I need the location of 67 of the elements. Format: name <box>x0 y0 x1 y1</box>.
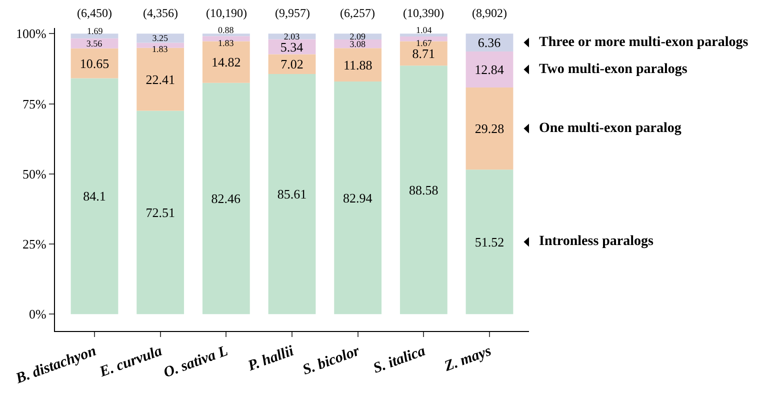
bar <box>70 48 118 78</box>
x-tick-label: Z. mays <box>442 343 494 376</box>
y-tick-label: 50% <box>22 166 47 182</box>
annotation: (6,257) <box>340 6 375 20</box>
bar <box>70 78 118 314</box>
annotation: (10,390) <box>403 6 444 20</box>
series-label: Two multi-exon paralogs <box>539 62 688 77</box>
annotation: (6,450) <box>77 6 112 20</box>
data-label: 72.51 <box>146 204 175 220</box>
bar <box>202 36 250 42</box>
data-label: 29.28 <box>474 121 504 136</box>
data-label: 84.1 <box>83 188 106 204</box>
x-tick-label: S. italica <box>371 343 428 377</box>
bar <box>334 81 382 314</box>
data-label: 8.71 <box>412 46 436 61</box>
series-label: Intronless paralogs <box>539 234 654 249</box>
data-label: 11.88 <box>343 57 372 72</box>
data-label: 5.34 <box>280 39 304 54</box>
x-tick-label: P. hallii <box>246 342 297 374</box>
series-label: Three or more multi-exon paralogs <box>539 35 749 50</box>
bar <box>136 110 184 314</box>
y-tick-label: 0% <box>29 306 47 322</box>
x-tick-label: S. bicolor <box>300 343 362 379</box>
y-tick-label: 75% <box>22 96 47 112</box>
bar <box>466 170 514 314</box>
annotation: (8,902) <box>472 6 507 20</box>
data-label: 22.41 <box>146 72 175 87</box>
data-label: 82.94 <box>342 190 373 206</box>
data-label: 3.56 <box>86 38 103 48</box>
data-label: 1.83 <box>152 44 168 54</box>
bar <box>202 41 250 83</box>
bar <box>202 34 250 36</box>
bar <box>466 51 514 88</box>
bar <box>268 74 316 314</box>
series-label: One multi-exon paralog <box>539 121 682 136</box>
bar <box>400 66 448 314</box>
data-label: 88.58 <box>409 182 438 198</box>
data-label: 12.84 <box>474 62 504 77</box>
bar <box>202 82 250 314</box>
data-label: 3.25 <box>152 33 168 44</box>
data-label: 1.69 <box>87 26 104 36</box>
data-label: 85.61 <box>277 186 307 202</box>
data-label: 1.67 <box>416 38 432 48</box>
bar <box>334 48 382 82</box>
y-tick-label: 25% <box>22 236 47 252</box>
data-label: 6.36 <box>478 35 502 50</box>
bar <box>136 48 184 111</box>
data-label: 1.83 <box>218 38 234 48</box>
data-label: 10.65 <box>80 56 110 71</box>
data-label: 14.82 <box>212 54 241 70</box>
bar <box>70 34 118 38</box>
bar <box>400 41 448 66</box>
annotation: (4,356) <box>143 6 178 20</box>
annotation: (9,957) <box>275 6 310 20</box>
bar <box>400 34 448 37</box>
bar <box>400 36 448 42</box>
data-label: 0.88 <box>218 25 234 35</box>
data-label: 7.02 <box>280 56 304 72</box>
bar <box>136 42 184 48</box>
annotation: (10,190) <box>206 6 247 20</box>
data-label: 2.03 <box>284 31 300 42</box>
bar <box>268 54 316 74</box>
data-label: 82.46 <box>211 190 242 206</box>
y-tick-label: 100% <box>16 26 47 42</box>
bar <box>466 87 514 170</box>
data-label: 51.52 <box>474 234 504 250</box>
data-label: 1.04 <box>416 25 432 35</box>
